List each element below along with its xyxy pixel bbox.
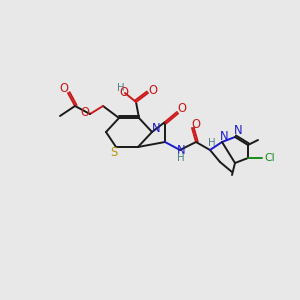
Text: H: H: [208, 138, 216, 148]
Text: Cl: Cl: [265, 153, 275, 163]
Text: O: O: [191, 118, 200, 130]
Text: S: S: [110, 146, 118, 160]
Text: O: O: [80, 106, 89, 119]
Text: O: O: [59, 82, 68, 94]
Text: N: N: [152, 122, 160, 134]
Text: H: H: [177, 153, 185, 163]
Text: H: H: [117, 83, 125, 93]
Text: O: O: [148, 85, 158, 98]
Text: O: O: [119, 85, 128, 98]
Text: O: O: [178, 103, 187, 116]
Text: N: N: [234, 124, 242, 137]
Text: N: N: [220, 130, 228, 142]
Text: N: N: [177, 145, 185, 158]
